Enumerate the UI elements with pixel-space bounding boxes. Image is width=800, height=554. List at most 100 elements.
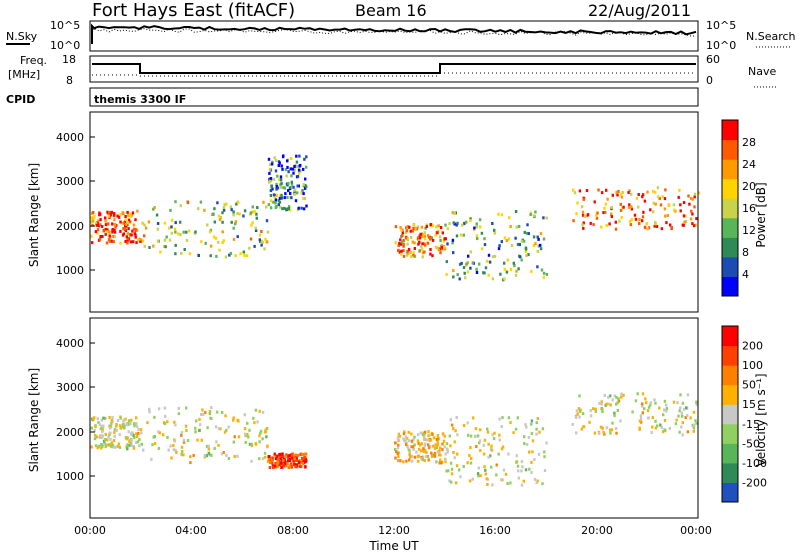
velocity-cell — [102, 439, 106, 443]
power-cell — [605, 224, 608, 227]
cpid-value: themis 3300 IF — [94, 93, 186, 106]
power-colorbar-tick: 28 — [742, 136, 756, 149]
velocity-cell — [108, 431, 111, 435]
power-cell — [475, 267, 478, 271]
power-cell — [581, 223, 584, 227]
velocity-cell — [422, 447, 425, 451]
power-cell — [475, 234, 479, 238]
velocity-cell — [577, 407, 581, 411]
power-cell — [108, 234, 111, 238]
power-cell — [131, 211, 135, 215]
power-colorbar-swatch — [722, 139, 738, 160]
power-yticks: 1000 2000 3000 4000 — [56, 131, 95, 277]
velocity-cell — [411, 445, 415, 449]
power-cell — [283, 186, 287, 190]
power-cell — [451, 241, 454, 245]
velocity-cell — [613, 411, 616, 415]
power-cell — [427, 235, 431, 239]
power-cell — [163, 245, 166, 248]
power-cell — [129, 240, 133, 244]
power-cell — [491, 255, 495, 259]
velocity-cell — [427, 458, 430, 462]
velocity-cell — [455, 416, 458, 419]
power-cell — [290, 174, 293, 178]
velocity-cell — [104, 433, 107, 436]
velocity-cell — [137, 428, 140, 431]
power-cell — [580, 205, 584, 209]
velocity-cell — [475, 445, 478, 448]
velocity-cell — [683, 407, 686, 411]
power-colorbar-swatch — [722, 217, 738, 238]
power-cell — [473, 226, 476, 230]
power-ytick-3000: 3000 — [56, 175, 84, 188]
velocity-cell — [135, 416, 138, 420]
velocity-cell — [279, 455, 282, 459]
power-cell — [514, 210, 518, 213]
power-cell — [200, 240, 203, 244]
velocity-cell — [424, 442, 427, 446]
velocity-cell — [537, 452, 541, 456]
velocity-cell — [295, 465, 299, 469]
velocity-cell — [501, 445, 505, 449]
power-cell — [681, 223, 684, 227]
velocity-cell — [210, 453, 213, 457]
power-cell — [595, 213, 598, 217]
velocity-cell — [477, 474, 480, 478]
velocity-cell — [445, 442, 449, 446]
velocity-cell — [302, 458, 305, 462]
velocity-cell — [101, 443, 105, 447]
velocity-cell — [474, 434, 477, 438]
velocity-cell — [611, 421, 614, 425]
velocity-cell — [495, 473, 498, 477]
velocity-cell — [453, 456, 456, 460]
velocity-cell — [405, 443, 408, 447]
power-cell — [437, 224, 440, 228]
nave-tick-high: 60 — [706, 53, 720, 66]
velocity-cell — [410, 459, 414, 463]
velocity-cell — [135, 441, 138, 444]
power-cell — [126, 241, 129, 245]
power-cell — [424, 226, 427, 230]
power-cell — [113, 218, 116, 222]
power-cell — [595, 216, 599, 220]
power-cell — [169, 208, 172, 212]
power-cell — [302, 167, 305, 171]
power-cell — [185, 238, 189, 242]
velocity-cell — [507, 416, 511, 420]
velocity-cell — [449, 418, 452, 422]
velocity-cell — [420, 449, 423, 453]
power-cell — [679, 203, 682, 207]
power-cell — [608, 222, 611, 226]
power-cell — [592, 223, 595, 227]
freq-line — [92, 63, 696, 74]
power-cell — [100, 225, 104, 228]
velocity-cell — [265, 435, 268, 439]
power-cell — [434, 233, 437, 237]
velocity-cell — [639, 417, 643, 421]
velocity-cell — [215, 440, 218, 444]
power-cell — [444, 223, 447, 227]
power-cell — [107, 222, 110, 226]
power-cell — [508, 216, 511, 220]
velocity-cell — [180, 433, 183, 437]
power-cell — [658, 196, 661, 200]
velocity-cell — [135, 424, 139, 428]
velocity-cell — [114, 445, 117, 449]
power-cell — [581, 213, 585, 217]
power-cell — [104, 219, 107, 223]
power-cell — [269, 189, 273, 193]
power-cell — [440, 243, 443, 247]
power-cell — [469, 218, 472, 222]
velocity-cell — [543, 450, 546, 454]
power-cell — [291, 167, 295, 171]
velocity-cell — [601, 410, 604, 413]
velocity-cell — [694, 419, 697, 423]
velocity-cell — [126, 447, 129, 451]
velocity-cell — [233, 455, 236, 458]
power-cell — [520, 258, 523, 262]
velocity-cell — [129, 438, 133, 442]
power-cell — [660, 227, 664, 231]
power-cell — [91, 223, 94, 227]
power-cell — [633, 213, 637, 217]
power-cell — [398, 241, 401, 245]
